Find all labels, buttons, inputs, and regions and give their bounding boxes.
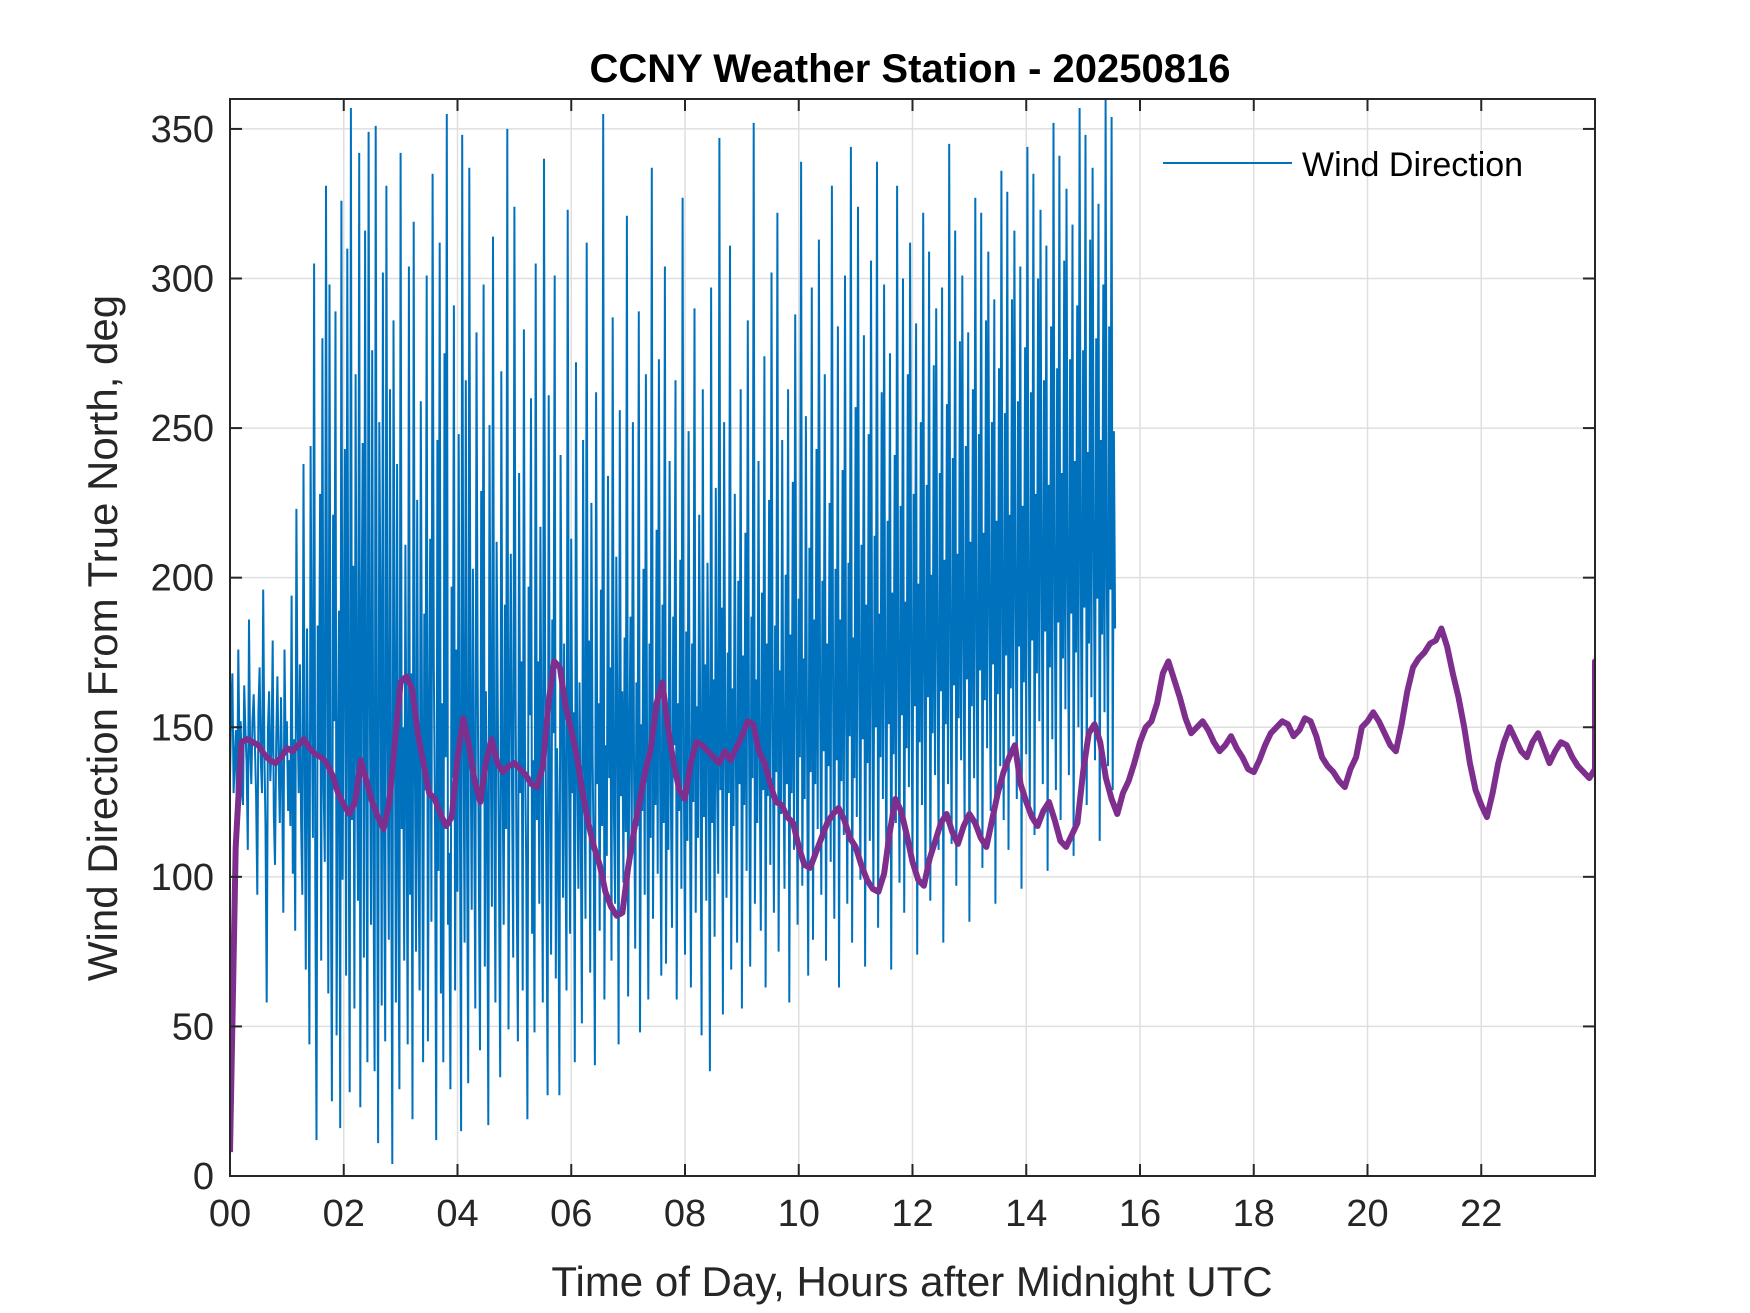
x-tick-label: 18	[1233, 1193, 1275, 1235]
legend-label-wind-direction: Wind Direction	[1302, 146, 1523, 184]
y-tick-label: 150	[151, 707, 214, 749]
axis-ticks	[229, 99, 1595, 1177]
x-tick-labels: 00 02 04 06 08 10 12 14 16 18 20 22	[209, 1193, 1503, 1235]
series-layer	[230, 99, 1595, 1165]
x-tick-label: 04	[436, 1193, 478, 1235]
x-tick-label: 06	[550, 1193, 592, 1235]
x-tick-label: 10	[778, 1193, 820, 1235]
x-tick-label: 12	[891, 1193, 933, 1235]
x-axis-label: Time of Day, Hours after Midnight UTC	[551, 1258, 1272, 1305]
moving-average-series-line	[230, 625, 1595, 1153]
y-tick-label: 350	[151, 109, 214, 151]
x-tick-label: 16	[1119, 1193, 1161, 1235]
x-tick-label: 08	[664, 1193, 706, 1235]
y-tick-label: 250	[151, 408, 214, 450]
y-tick-label: 0	[193, 1156, 214, 1198]
x-tick-label: 02	[323, 1193, 365, 1235]
y-tick-label: 200	[151, 558, 214, 600]
y-axis-label: Wind Direction From True North, deg	[79, 295, 126, 981]
x-tick-label: 20	[1346, 1193, 1388, 1235]
y-tick-labels: 0 50 100 150 200 250 300 350	[151, 109, 214, 1198]
x-tick-label: 14	[1005, 1193, 1047, 1235]
legend: Wind Direction	[1163, 146, 1523, 184]
y-tick-label: 300	[151, 259, 214, 301]
chart-title: CCNY Weather Station - 20250816	[590, 47, 1231, 91]
x-tick-label: 22	[1460, 1193, 1502, 1235]
y-tick-label: 100	[151, 857, 214, 899]
y-tick-label: 50	[172, 1006, 214, 1048]
x-tick-label: 00	[209, 1193, 251, 1235]
